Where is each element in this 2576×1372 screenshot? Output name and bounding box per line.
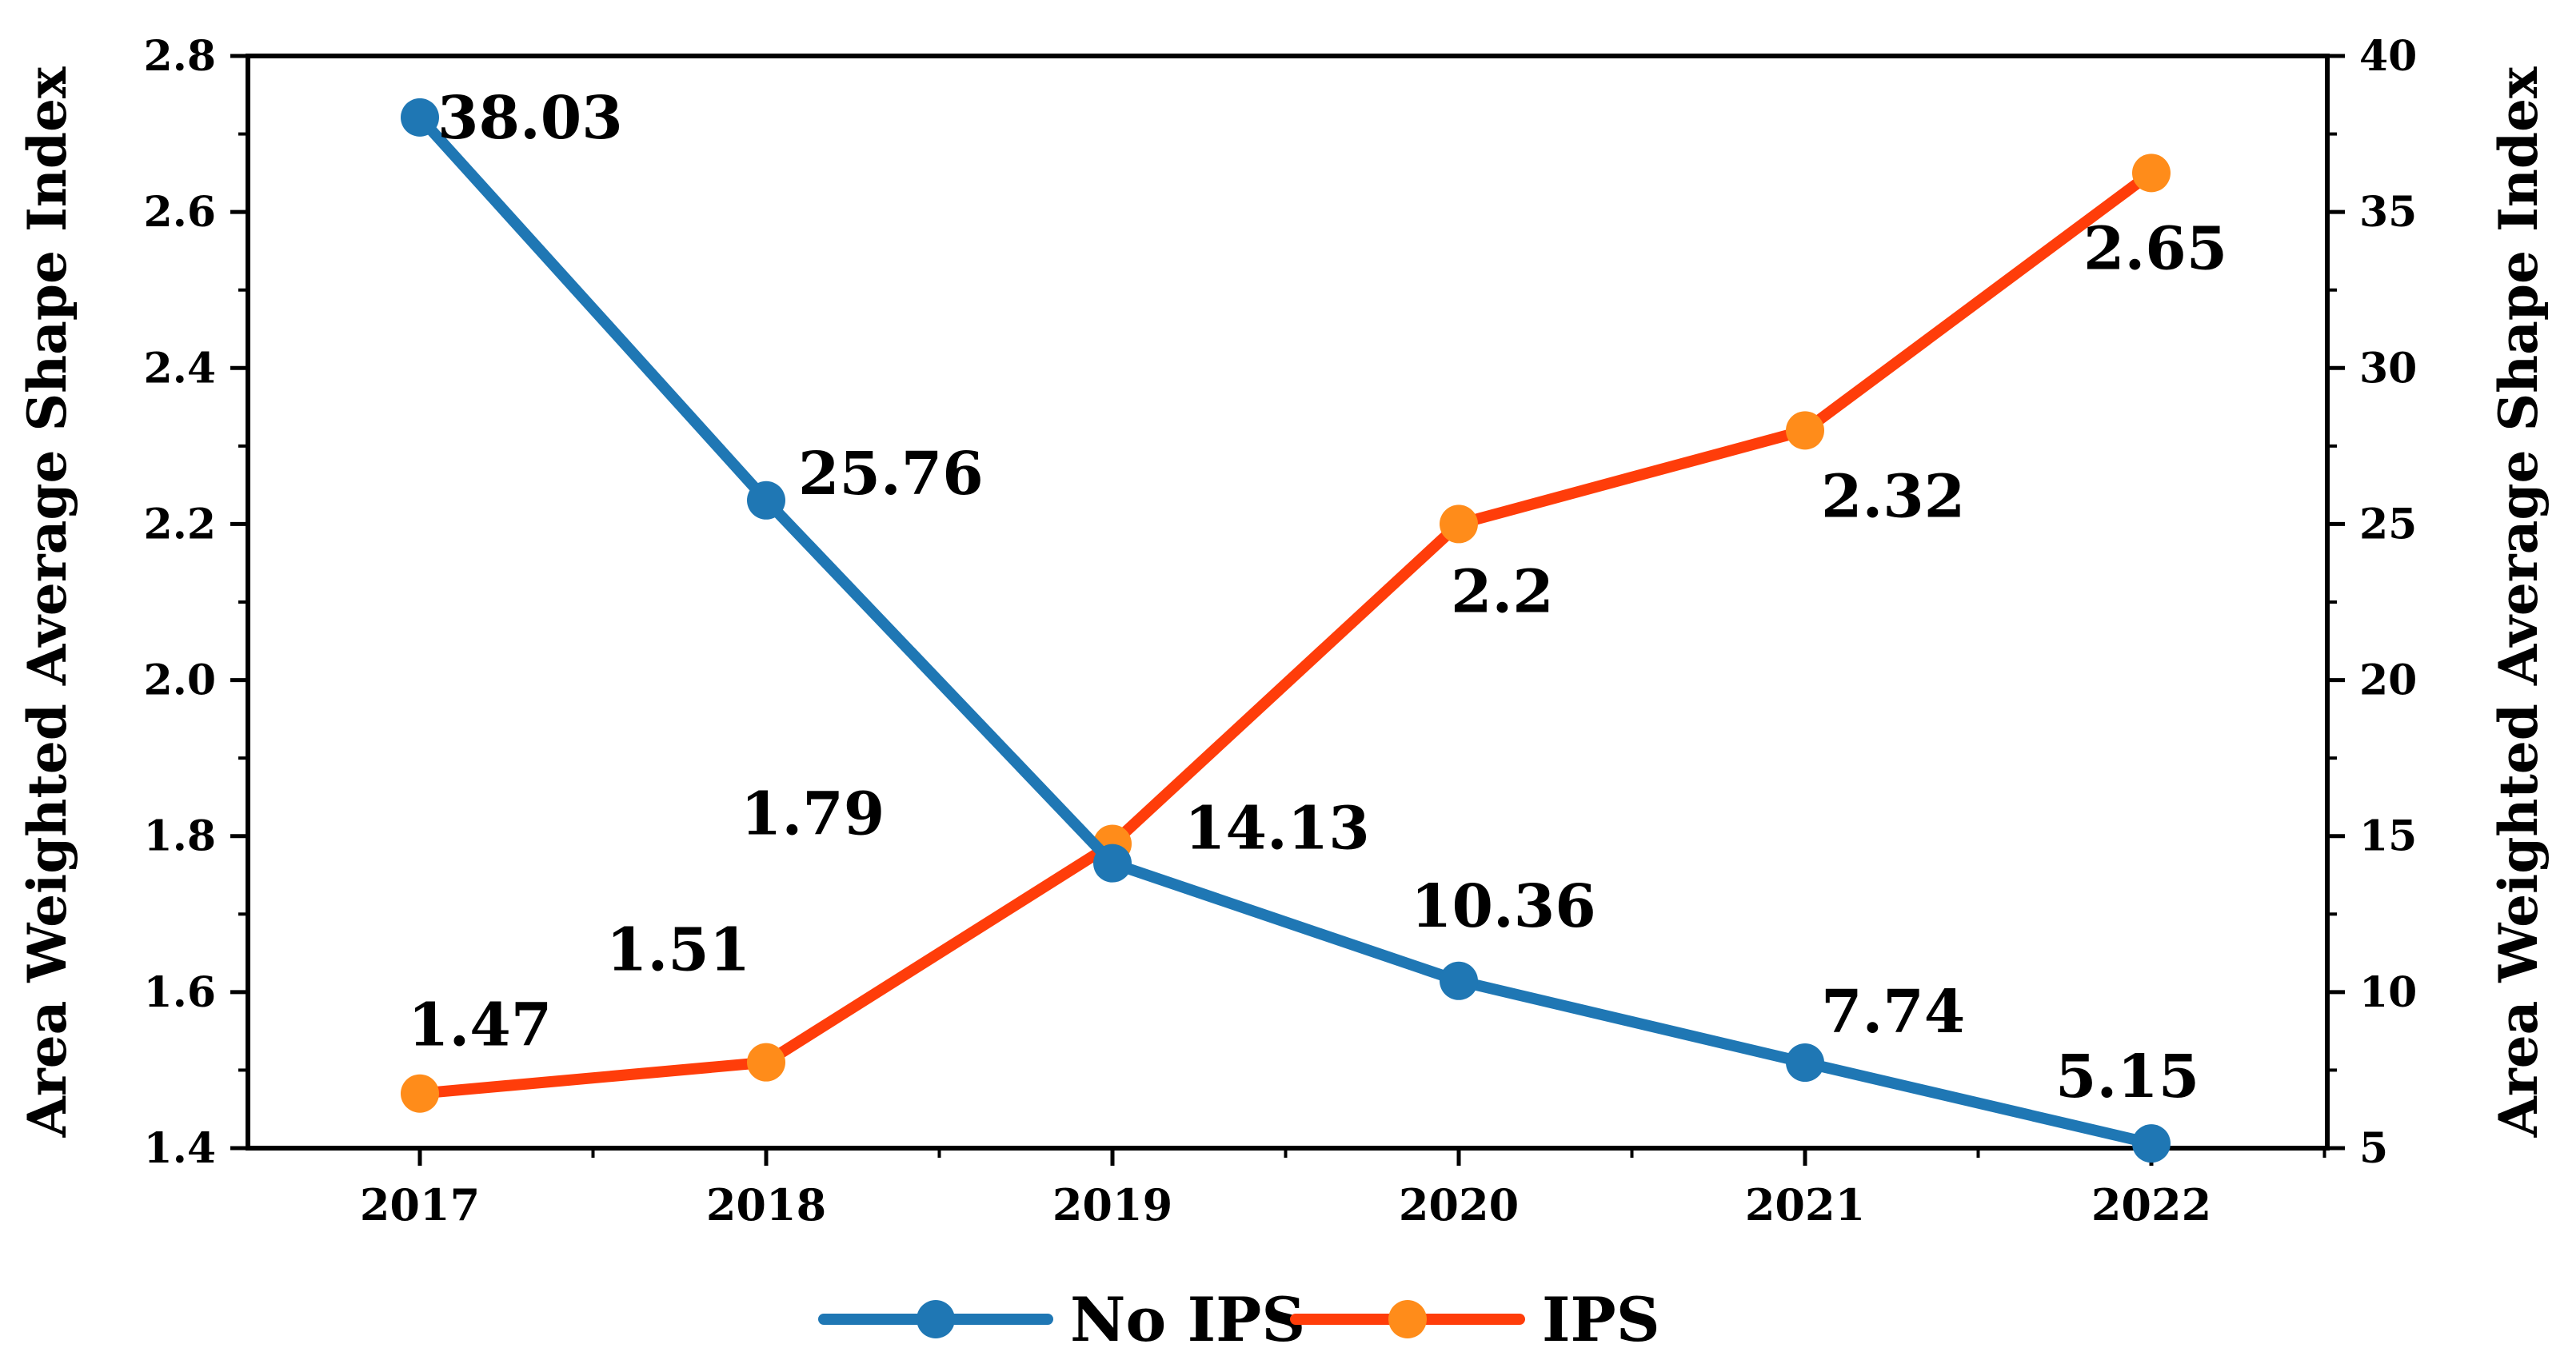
right-tick-label: 5 (2359, 1124, 2388, 1173)
left-tick-label: 1.8 (144, 812, 216, 861)
x-tick-label: 2022 (2091, 1179, 2211, 1230)
data-label-no-ips: 14.13 (1184, 795, 1370, 863)
data-point-no-ips (401, 98, 439, 137)
legend: No IPS IPS (818, 1284, 1660, 1355)
data-point-ips (1440, 505, 1478, 544)
left-tick-label: 2.4 (144, 344, 216, 393)
data-label-ips: 2.2 (1451, 557, 1554, 626)
data-point-ips (747, 1043, 785, 1082)
x-tick-label: 2020 (1399, 1179, 1519, 1230)
series-line-no-ips (414, 111, 2157, 1150)
data-label-no-ips: 38.03 (437, 84, 623, 153)
left-axis: 1.4 1.6 1.8 2.0 2.2 2.4 2.6 2.8 (144, 32, 248, 1173)
right-tick-label: 10 (2359, 968, 2417, 1017)
plot-frame (246, 54, 2330, 1151)
data-point-ips (1786, 411, 1824, 450)
left-tick-label: 2.6 (144, 188, 216, 237)
right-axis-title: Area Weighted Average Shape Index (2487, 66, 2550, 1138)
right-tick-label: 25 (2359, 500, 2417, 548)
data-point-ips (2132, 154, 2171, 193)
right-axis: 5 10 15 20 25 30 35 40 (2327, 32, 2417, 1173)
x-tick-label: 2019 (1052, 1179, 1172, 1230)
left-axis-title: Area Weighted Average Shape Index (16, 66, 78, 1138)
series-line-ips (414, 167, 2157, 1099)
left-tick-label: 1.6 (144, 968, 216, 1017)
left-tick-label: 1.4 (144, 1124, 216, 1173)
data-label-ips: 2.65 (2083, 214, 2227, 283)
right-tick-label: 30 (2359, 344, 2417, 393)
data-label-ips: 1.47 (408, 991, 552, 1060)
data-point-no-ips (1093, 844, 1132, 883)
x-tick-label: 2021 (1745, 1179, 1865, 1230)
x-axis: 2017 2018 2019 2020 2021 2022 (360, 1148, 2326, 1230)
data-point-no-ips (1440, 961, 1478, 1000)
data-point-no-ips (747, 481, 785, 520)
data-label-layer: 38.03 25.76 14.13 10.36 7.74 5.15 1.47 1.51 1.79… (408, 84, 2227, 1111)
series-layer (401, 98, 2171, 1163)
right-tick-label: 20 (2359, 656, 2417, 705)
left-tick-label: 2.8 (144, 32, 216, 81)
data-label-ips: 1.79 (741, 780, 885, 848)
left-tick-label: 2.2 (144, 500, 216, 548)
data-point-no-ips (2132, 1124, 2171, 1163)
x-tick-label: 2018 (706, 1179, 826, 1230)
left-tick-label: 2.0 (144, 656, 216, 705)
data-label-no-ips: 5.15 (2055, 1043, 2199, 1111)
right-tick-label: 15 (2359, 812, 2417, 861)
right-tick-label: 35 (2359, 188, 2417, 237)
data-point-ips (401, 1074, 439, 1113)
data-label-no-ips: 25.76 (798, 440, 984, 509)
x-tick-label: 2017 (360, 1179, 480, 1230)
data-label-ips: 1.51 (606, 916, 750, 985)
legend-label-ips: IPS (1542, 1284, 1660, 1355)
legend-marker-ips (1388, 1300, 1427, 1338)
legend-label-no-ips: No IPS (1070, 1284, 1305, 1355)
data-point-no-ips (1786, 1043, 1824, 1083)
data-label-no-ips: 7.74 (1821, 978, 1965, 1047)
data-label-no-ips: 10.36 (1411, 872, 1596, 941)
legend-marker-no-ips (917, 1300, 955, 1338)
right-tick-label: 40 (2359, 32, 2417, 81)
data-label-ips: 2.32 (1821, 462, 1965, 531)
